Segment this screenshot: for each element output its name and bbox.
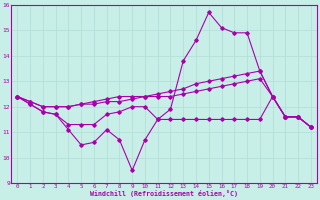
X-axis label: Windchill (Refroidissement éolien,°C): Windchill (Refroidissement éolien,°C) xyxy=(90,190,238,197)
